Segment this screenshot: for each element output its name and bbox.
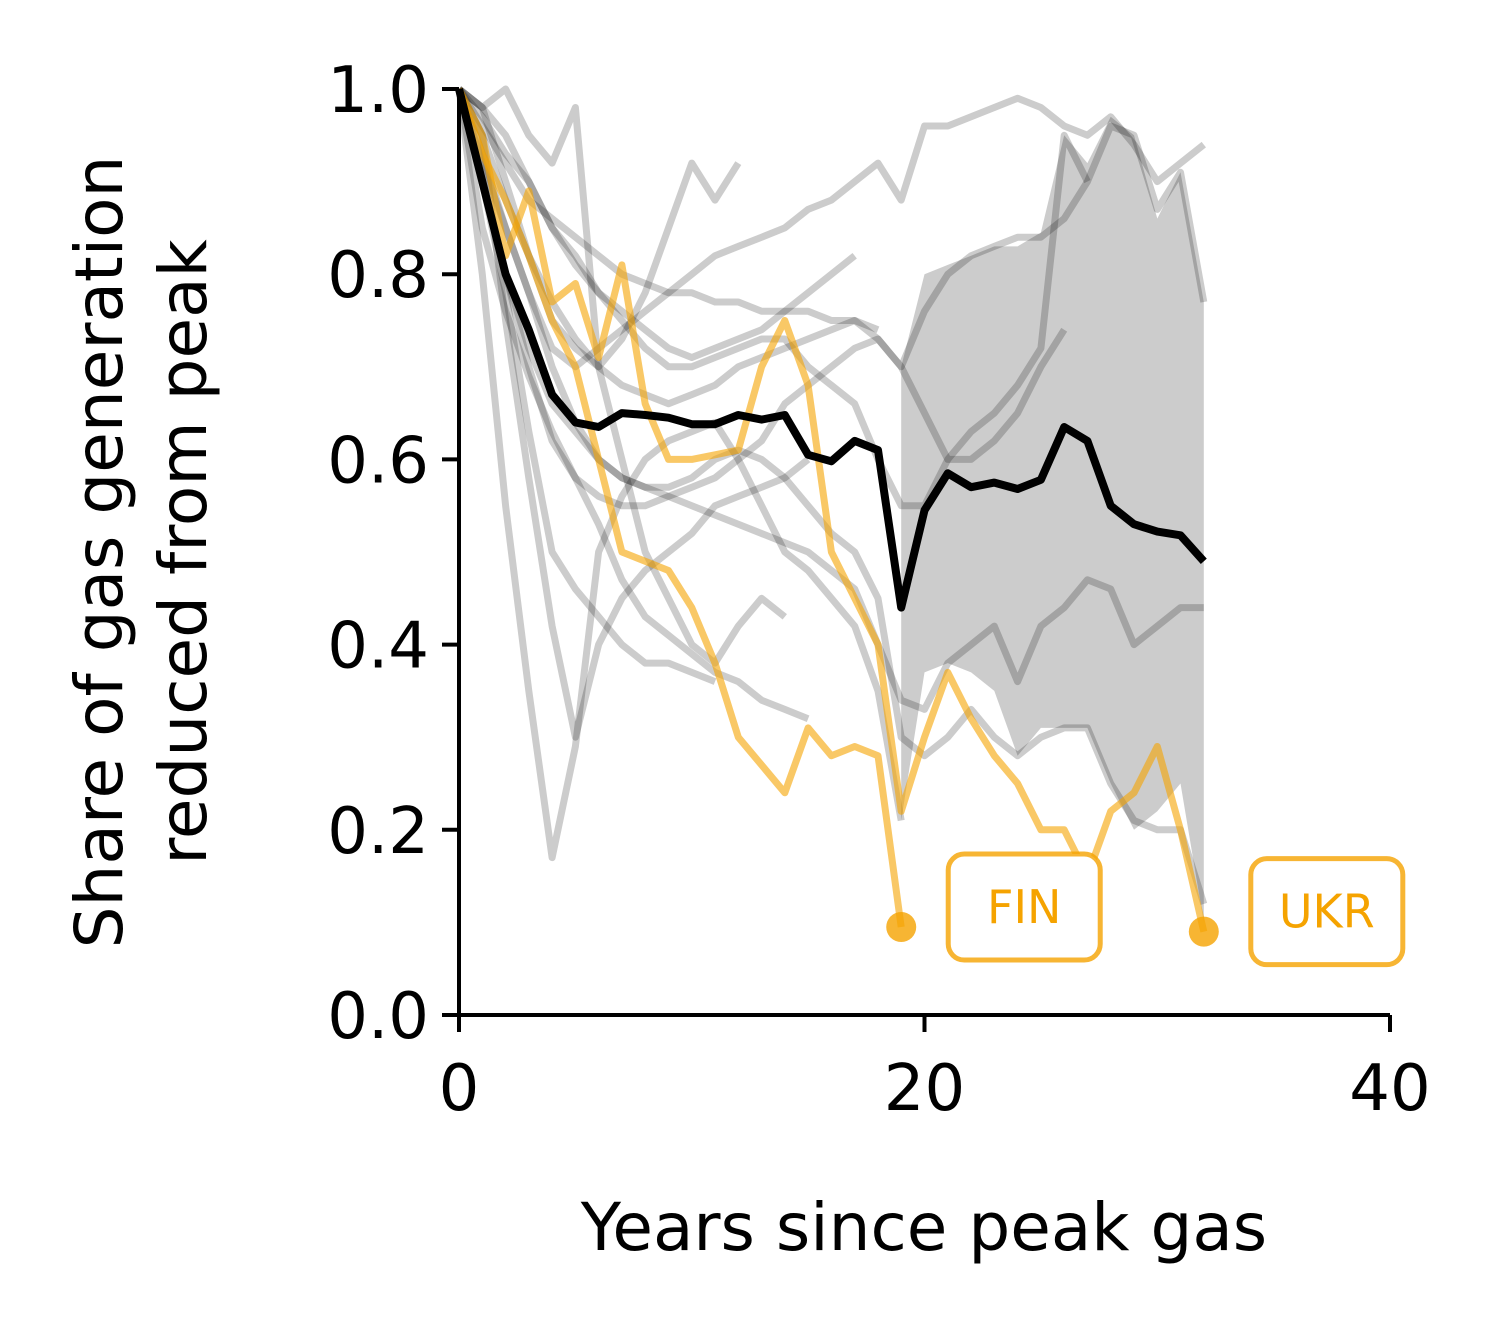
x-tick-label-0: 0	[439, 1052, 480, 1126]
fin-end-marker	[886, 912, 917, 943]
background-series-line-14	[455, 87, 1208, 500]
background-series-line-3	[455, 87, 1206, 371]
fin-series-line	[455, 87, 905, 928]
background-series-line-6	[455, 87, 811, 741]
fin-callout-box	[945, 851, 1103, 963]
background-series-line-7	[455, 88, 905, 862]
background-series-line-5	[455, 88, 1204, 713]
y-tick-label-0: 0.0	[327, 980, 429, 1054]
y-tick-label-4: 0.8	[327, 239, 429, 313]
x-axis-title: Years since peak gas	[580, 1189, 1267, 1266]
y-axis-title-line-1: Share of gas generation	[61, 156, 138, 949]
ukr-callout-label: UKR	[1279, 885, 1375, 939]
y-tick-label-5: 1.0	[327, 54, 429, 128]
ukr-callout-box	[1248, 856, 1406, 968]
x-tick-label-1: 20	[884, 1052, 965, 1126]
background-series-line-1	[455, 88, 810, 722]
y-tick-label-3: 0.6	[327, 424, 429, 498]
fin-callout-label: FIN	[987, 880, 1061, 934]
x-tick-label-2: 40	[1349, 1052, 1430, 1126]
background-series-line-9	[456, 86, 857, 361]
y-tick-label-2: 0.4	[327, 610, 429, 684]
background-series-line-10	[456, 86, 742, 371]
ukr-end-marker	[1188, 916, 1219, 947]
y-tick-label-1: 0.2	[327, 795, 429, 869]
y-axis-title-line-2: reduced from peak	[145, 238, 222, 864]
range-band	[901, 116, 1204, 923]
background-series-line-2	[455, 87, 1068, 463]
median-line	[455, 88, 1207, 612]
background-series-line-8	[456, 85, 787, 667]
